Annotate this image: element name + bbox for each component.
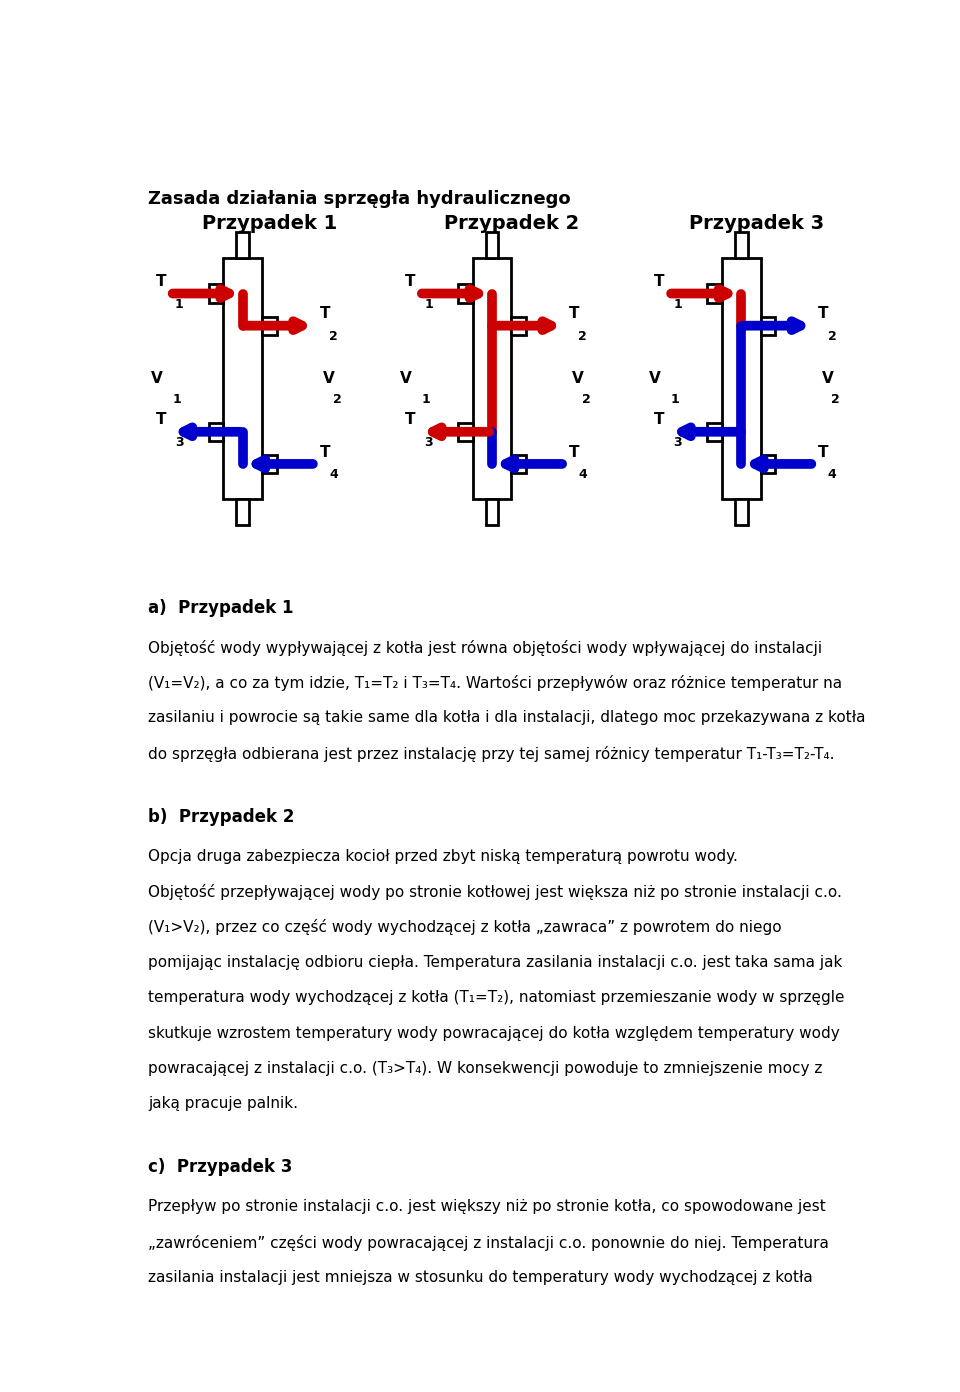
Text: Opcja druga zabezpiecza kocioł przed zbyt niską temperaturą powrotu wody.: Opcja druga zabezpiecza kocioł przed zby… xyxy=(148,849,738,863)
Text: T: T xyxy=(320,444,330,459)
Text: Zasada działania sprzęgła hydraulicznego: Zasada działania sprzęgła hydraulicznego xyxy=(148,189,571,207)
Text: 1: 1 xyxy=(670,393,680,405)
Text: 3: 3 xyxy=(424,436,433,450)
Bar xyxy=(760,316,776,335)
Bar xyxy=(208,284,224,302)
Text: 3: 3 xyxy=(175,436,183,450)
Text: T: T xyxy=(156,274,166,290)
Text: 2: 2 xyxy=(582,393,590,405)
Text: 1: 1 xyxy=(175,298,183,310)
Bar xyxy=(707,284,722,302)
Text: T: T xyxy=(156,412,166,427)
Text: T: T xyxy=(568,444,579,459)
Bar xyxy=(486,232,498,258)
Text: V: V xyxy=(324,372,335,386)
Text: b)  Przypadek 2: b) Przypadek 2 xyxy=(148,807,295,825)
Text: V: V xyxy=(572,372,584,386)
Text: 2: 2 xyxy=(831,393,840,405)
Text: 4: 4 xyxy=(329,468,338,482)
Text: 2: 2 xyxy=(329,330,338,342)
Text: T: T xyxy=(405,412,416,427)
Text: 4: 4 xyxy=(828,468,836,482)
Text: V: V xyxy=(151,372,162,386)
Text: 2: 2 xyxy=(828,330,836,342)
Text: temperatura wody wychodzącej z kotła (T₁=T₂), natomiast przemieszanie wody w spr: temperatura wody wychodzącej z kotła (T₁… xyxy=(148,990,845,1005)
Bar xyxy=(760,455,776,473)
Text: skutkuje wzrostem temperatury wody powracającej do kotła względem temperatury wo: skutkuje wzrostem temperatury wody powra… xyxy=(148,1026,840,1041)
Text: (V₁=V₂), a co za tym idzie, T₁=T₂ i T₃=T₄. Wartości przepływów oraz różnice temp: (V₁=V₂), a co za tym idzie, T₁=T₂ i T₃=T… xyxy=(148,675,842,690)
Bar xyxy=(472,258,512,500)
Text: T: T xyxy=(818,306,828,322)
Text: 1: 1 xyxy=(674,298,683,310)
Text: (V₁>V₂), przez co część wody wychodzącej z kotła „zawraca” z powrotem do niego: (V₁>V₂), przez co część wody wychodzącej… xyxy=(148,920,781,935)
Text: V: V xyxy=(822,372,833,386)
Bar xyxy=(707,423,722,441)
Text: 1: 1 xyxy=(172,393,180,405)
Bar xyxy=(735,500,748,525)
Text: V: V xyxy=(400,372,412,386)
Text: pomijając instalację odbioru ciepła. Temperatura zasilania instalacji c.o. jest : pomijając instalację odbioru ciepła. Tem… xyxy=(148,955,843,970)
Text: T: T xyxy=(568,306,579,322)
Bar xyxy=(262,316,277,335)
Text: T: T xyxy=(320,306,330,322)
Text: „zawróceniem” części wody powracającej z instalacji c.o. ponownie do niej. Tempe: „zawróceniem” części wody powracającej z… xyxy=(148,1235,829,1250)
Bar xyxy=(486,500,498,525)
Text: 3: 3 xyxy=(674,436,683,450)
Text: zasilaniu i powrocie są takie same dla kotła i dla instalacji, dlatego moc przek: zasilaniu i powrocie są takie same dla k… xyxy=(148,710,866,725)
Text: 2: 2 xyxy=(333,393,342,405)
Text: 1: 1 xyxy=(421,393,430,405)
Text: c)  Przypadek 3: c) Przypadek 3 xyxy=(148,1158,293,1176)
Bar xyxy=(458,284,472,302)
Text: T: T xyxy=(818,444,828,459)
Text: Objętość wody wypływającej z kotła jest równa objętości wody wpływającej do inst: Objętość wody wypływającej z kotła jest … xyxy=(148,640,823,656)
Bar xyxy=(722,258,760,500)
Text: Przypadek 3: Przypadek 3 xyxy=(689,214,825,234)
Text: jaką pracuje palnik.: jaką pracuje palnik. xyxy=(148,1097,299,1111)
Text: T: T xyxy=(405,274,416,290)
Bar xyxy=(512,316,526,335)
Text: V: V xyxy=(649,372,660,386)
Text: 4: 4 xyxy=(578,468,588,482)
Bar xyxy=(208,423,224,441)
Text: Objętość przepływającej wody po stronie kotłowej jest większa niż po stronie ins: Objętość przepływającej wody po stronie … xyxy=(148,884,842,901)
Text: 1: 1 xyxy=(424,298,433,310)
Text: T: T xyxy=(654,412,664,427)
Text: do sprzęgła odbierana jest przez instalację przy tej samej różnicy temperatur T₁: do sprzęgła odbierana jest przez instala… xyxy=(148,746,835,761)
Text: 2: 2 xyxy=(578,330,588,342)
Text: Przepływ po stronie instalacji c.o. jest większy niż po stronie kotła, co spowod: Przepływ po stronie instalacji c.o. jest… xyxy=(148,1200,826,1214)
Bar xyxy=(262,455,277,473)
Text: T: T xyxy=(654,274,664,290)
Bar xyxy=(512,455,526,473)
Text: zasilania instalacji jest mniejsza w stosunku do temperatury wody wychodzącej z : zasilania instalacji jest mniejsza w sto… xyxy=(148,1270,813,1285)
Text: powracającej z instalacji c.o. (T₃>T₄). W konsekwencji powoduje to zmniejszenie : powracającej z instalacji c.o. (T₃>T₄). … xyxy=(148,1061,823,1076)
Text: Przypadek 1: Przypadek 1 xyxy=(202,214,337,234)
Bar xyxy=(236,232,249,258)
Text: a)  Przypadek 1: a) Przypadek 1 xyxy=(148,599,294,617)
Bar xyxy=(224,258,262,500)
Text: Przypadek 2: Przypadek 2 xyxy=(444,214,579,234)
Bar xyxy=(458,423,472,441)
Bar xyxy=(735,232,748,258)
Bar xyxy=(236,500,249,525)
